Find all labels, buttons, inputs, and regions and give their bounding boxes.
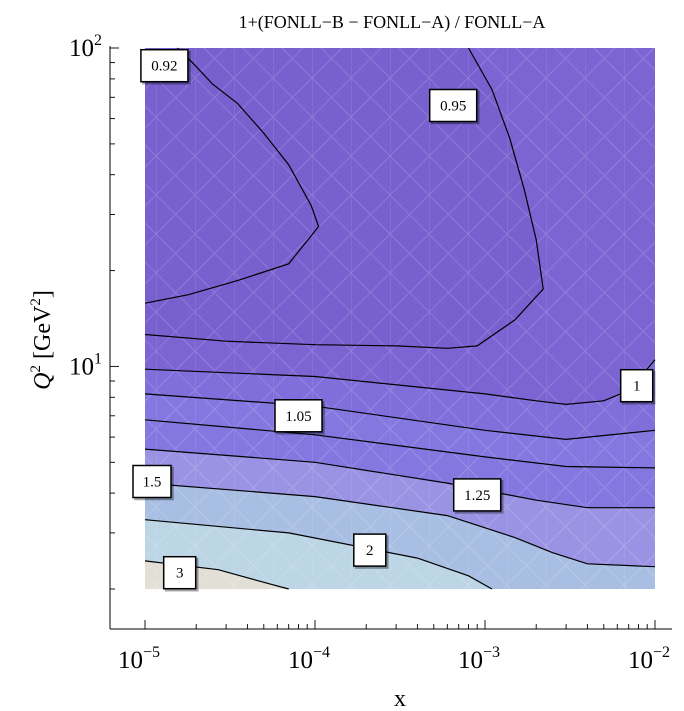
contour-label-text: 3: [176, 566, 184, 582]
x-tick-label-base: 10: [458, 647, 483, 674]
y-axis-label-unit-close: ]: [30, 290, 56, 298]
y-axis-label-var: Q: [30, 372, 56, 389]
contour-label-1-25: 1.25: [452, 478, 502, 512]
contour-mesh: [145, 48, 655, 589]
contour-label-box: [162, 555, 197, 590]
y-tick-label-base: 10: [69, 353, 94, 380]
x-tick-label: 10−4: [288, 644, 330, 674]
contour-line-0-95: [144, 47, 544, 349]
svg-text:Q2[GeV2]: Q2[GeV2]: [28, 290, 56, 390]
y-tick-label: 102: [69, 32, 102, 62]
contour-label-1: 1: [619, 368, 654, 403]
contour-label-box: [619, 368, 654, 403]
contour-label-text: 1.05: [285, 409, 311, 425]
x-tick-label-exp: −5: [143, 644, 160, 661]
contour-label-text: 0.95: [440, 99, 466, 115]
x-tick-label: 10−5: [118, 644, 160, 674]
contour-labels: 0.92 0.95 1 1.05 1.25 1.5 2 3: [132, 48, 654, 590]
contour-line-1-05: [144, 393, 656, 441]
contour-label-box: [452, 478, 502, 512]
contour-label-0-92: 0.92: [140, 48, 189, 83]
x-tick-label-exp: −2: [653, 644, 670, 661]
contour-label-1-5: 1.5: [132, 464, 172, 499]
y-axis-label-unit-open: [GeV: [30, 305, 56, 359]
contour-lines: [144, 47, 656, 590]
contour-label-2: 2: [353, 533, 387, 567]
y-tick-label-exp: 2: [94, 32, 102, 49]
contour-line-0-92: [144, 47, 320, 304]
contour-label-box: [428, 88, 478, 123]
contour-label-1-05: 1.05: [274, 399, 323, 433]
axes: [109, 46, 672, 630]
contour-label-box: [353, 533, 387, 567]
y-tick-label-base: 10: [69, 35, 94, 62]
contour-label-text: 1.25: [464, 488, 490, 504]
contour-label-box: [132, 464, 172, 499]
contour-label-3: 3: [162, 555, 197, 590]
x-tick-label-exp: −4: [313, 644, 330, 661]
x-tick-label-base: 10: [628, 647, 653, 674]
y-axis-label-unit-exp: 2: [28, 298, 44, 306]
contour-label-text: 0.92: [151, 59, 177, 75]
contour-label-text: 1: [633, 379, 641, 395]
chart-title: 1+(FONLL−B − FONLL−A) / FONLL−A: [239, 12, 546, 33]
y-axis-label: Q2[GeV2]: [28, 290, 56, 390]
contour-label-text: 1.5: [143, 475, 162, 491]
contour-label-text: 2: [366, 543, 374, 559]
contour-label-0-95: 0.95: [428, 88, 478, 123]
contour-line-2: [144, 519, 493, 590]
x-tick-label: 10−3: [458, 644, 500, 674]
y-axis-label-var-exp: 2: [28, 365, 44, 373]
contour-label-box: [140, 48, 189, 83]
y-tick-label: 101: [69, 350, 102, 380]
x-axis-label: x: [394, 686, 406, 711]
contour-line-1-1: [144, 419, 656, 469]
x-tick-label-base: 10: [288, 647, 313, 674]
x-tick-label: 10−2: [628, 644, 670, 674]
contour-line-1-5: [144, 482, 656, 568]
contour-label-box: [274, 399, 323, 433]
x-tick-label-base: 10: [118, 647, 143, 674]
x-tick-label-exp: −3: [483, 644, 500, 661]
y-tick-label-exp: 1: [94, 350, 102, 367]
